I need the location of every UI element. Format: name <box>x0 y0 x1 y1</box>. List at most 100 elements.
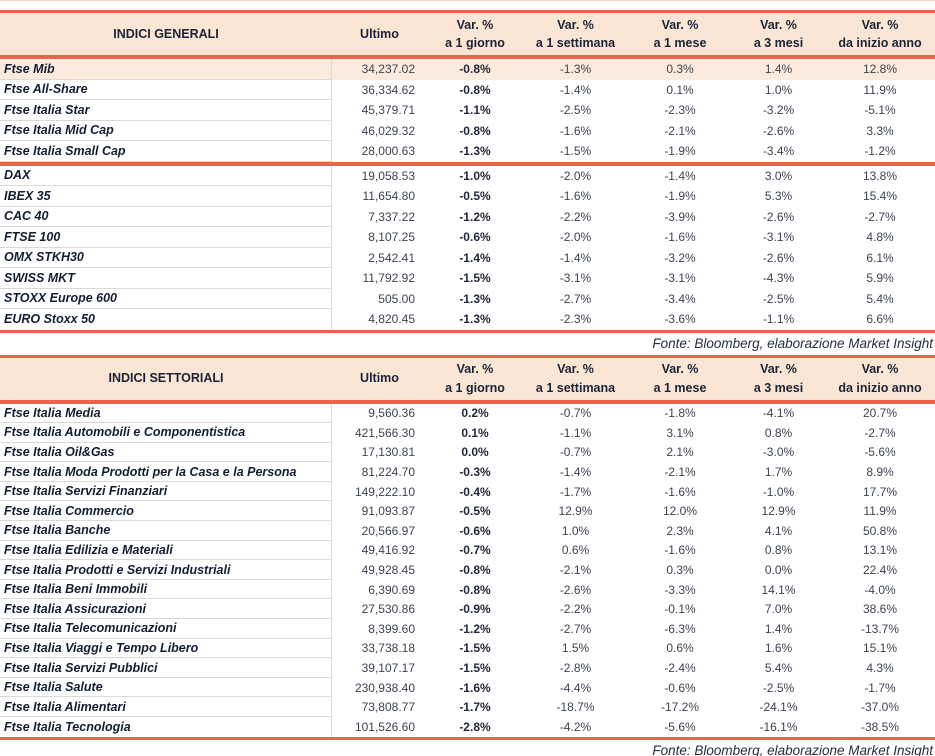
var-ytd-value: -2.7% <box>864 425 896 440</box>
var-ytd-value: 11.9% <box>863 82 897 97</box>
var-3m-value: -3.4% <box>762 144 795 159</box>
index-name: Ftse Italia Commercio <box>0 501 332 522</box>
ultimo-value: 8,399.60 <box>368 621 415 636</box>
index-name: Ftse Italia Small Cap <box>0 141 332 162</box>
table-row: Ftse Italia Banche 20,566.97 -0.6% 1.0% 2.3%… <box>0 521 935 541</box>
var-1d-value: -0.6% <box>459 523 491 538</box>
var-3m-value: 1.4% <box>764 62 793 77</box>
ultimo-value: 4,820.45 <box>368 312 415 327</box>
period-label: da inizio anno <box>838 380 922 395</box>
period-label: da inizio anno <box>838 36 922 50</box>
col-header-var-ytd: Var. % da inizio anno <box>825 358 935 400</box>
ultimo-value: 91,093.87 <box>361 504 415 519</box>
var-1m-value: -0.1% <box>664 602 696 617</box>
var-1d-value: -0.5% <box>459 189 491 204</box>
index-name: CAC 40 <box>0 206 332 227</box>
var-ytd-value: 12.8% <box>862 62 898 77</box>
index-name: OMX STKH30 <box>0 247 332 268</box>
ultimo-value: 73,808.77 <box>361 700 415 715</box>
ultimo-value: 8,107.25 <box>368 230 415 245</box>
var-ytd-value: 4.3% <box>866 661 894 676</box>
table-row: Ftse Italia Automobili e Componentistica… <box>0 423 935 443</box>
var-1d-value: -1.5% <box>459 661 491 676</box>
index-name: Ftse Italia Servizi Pubblici <box>0 658 332 678</box>
index-name: Ftse Italia Mid Cap <box>0 120 332 141</box>
var-1m-value: -1.8% <box>664 406 696 421</box>
ultimo-value: 49,416.92 <box>361 543 415 558</box>
period-label: a 3 mesi <box>753 380 804 395</box>
var-1w-value: -1.5% <box>559 144 592 159</box>
index-name: Ftse All-Share <box>0 79 332 100</box>
var-1d-value: 0.2% <box>461 406 489 421</box>
var-1w-value: 1.0% <box>561 523 590 538</box>
ultimo-value: 33,738.18 <box>361 641 415 656</box>
table-row: Ftse Italia Prodotti e Servizi Industria… <box>0 560 935 580</box>
table-row: OMX STKH30 2,542.41 -1.4% -1.4% -3.2% -2.6% 6.… <box>0 247 935 268</box>
period-label: a 1 mese <box>653 380 707 395</box>
table-row: Ftse Italia Beni Immobili 6,390.69 -0.8% -2… <box>0 579 935 600</box>
var-3m-value: -2.5% <box>762 680 795 695</box>
var-3m-value: 0.8% <box>764 543 793 558</box>
var-label: Var. % <box>456 362 494 377</box>
var-label: Var. % <box>861 362 899 377</box>
index-name: SWISS MKT <box>0 268 332 289</box>
var-1d-value: -0.9% <box>459 602 491 617</box>
page-top-divider <box>0 0 935 1</box>
var-1w-value: -1.7% <box>559 484 592 499</box>
header-bottom-rule <box>0 55 935 59</box>
var-1w-value: -0.7% <box>559 406 592 421</box>
var-ytd-value: 8.9% <box>866 465 894 480</box>
index-name: Ftse Italia Salute <box>0 677 332 698</box>
var-ytd-value: -4.0% <box>864 582 896 597</box>
var-1m-value: -2.3% <box>664 103 696 118</box>
var-1m-value: -3.4% <box>664 291 696 306</box>
var-ytd-value: -5.6% <box>864 445 896 460</box>
index-name: Ftse Italia Alimentari <box>0 697 332 717</box>
var-3m-value: 3.0% <box>764 168 793 183</box>
table-row: Ftse Italia Oil&Gas 17,130.81 0.0% -0.7% 2.1… <box>0 442 935 463</box>
index-name: FTSE 100 <box>0 227 332 248</box>
var-1w-value: -1.3% <box>559 62 592 77</box>
var-ytd-value: 15.4% <box>862 189 898 204</box>
var-1d-value: -0.6% <box>459 230 491 245</box>
var-1d-value: -1.1% <box>459 103 491 118</box>
table-row: Ftse Italia Viaggi e Tempo Libero 33,738.… <box>0 638 935 659</box>
index-name: Ftse Italia Beni Immobili <box>0 579 332 600</box>
table-row: Ftse Italia Mid Cap 46,029.32 -0.8% -1.6% -2… <box>0 120 935 141</box>
index-name: Ftse Italia Prodotti e Servizi Industria… <box>0 560 332 580</box>
indici-settoriali-table: INDICI SETTORIALI Ultimo Var. % a 1 gior… <box>0 354 935 756</box>
var-1w-value: -4.4% <box>559 680 592 695</box>
table-row: Ftse Italia Commercio 91,093.87 -0.5% 12.9%… <box>0 501 935 522</box>
period-label: a 1 settimana <box>535 380 616 395</box>
var-1m-value: -17.2% <box>660 700 700 715</box>
var-1d-value: -1.6% <box>459 680 491 695</box>
ultimo-value: 49,928.45 <box>361 563 415 578</box>
var-3m-value: -4.1% <box>762 406 795 421</box>
var-ytd-value: -38.5% <box>860 719 900 734</box>
var-3m-value: -2.6% <box>762 123 795 138</box>
var-3m-value: -3.1% <box>762 230 795 245</box>
var-1w-value: -1.4% <box>559 82 592 97</box>
table-row: Ftse Italia Servizi Pubblici 39,107.17 -1.… <box>0 658 935 678</box>
table-body: Ftse Mib 34,237.02 -0.8% -1.3% 0.3% 1.4% 12.8%… <box>0 59 935 330</box>
var-ytd-value: 13.8% <box>862 168 898 183</box>
var-1m-value: -0.6% <box>664 680 696 695</box>
var-1m-value: -3.3% <box>664 582 696 597</box>
table-row: DAX 19,058.53 -1.0% -2.0% -1.4% 3.0% 13.8% <box>0 165 935 186</box>
index-name: Ftse Italia Star <box>0 100 332 121</box>
table-row: Ftse Italia Star 45,379.71 -1.1% -2.5% -2.3%… <box>0 100 935 121</box>
ultimo-value: 39,107.17 <box>361 661 415 676</box>
var-3m-value: 1.7% <box>764 465 793 480</box>
var-1w-value: 0.6% <box>561 543 590 558</box>
var-1d-value: -0.4% <box>459 484 491 499</box>
var-1w-value: -2.3% <box>559 312 592 327</box>
indici-generali-table: INDICI GENERALI Ultimo Var. % a 1 giorno… <box>0 10 935 354</box>
var-label: Var. % <box>557 17 594 32</box>
var-3m-value: 1.0% <box>764 82 793 97</box>
var-1w-value: -1.6% <box>559 123 592 138</box>
table-title: INDICI GENERALI <box>113 26 219 41</box>
var-1m-value: -6.3% <box>664 621 696 636</box>
ultimo-value: 149,222.10 <box>354 484 415 499</box>
var-1w-value: -2.0% <box>559 230 592 245</box>
table-row: Ftse Italia Servizi Finanziari 149,222.10… <box>0 481 935 502</box>
